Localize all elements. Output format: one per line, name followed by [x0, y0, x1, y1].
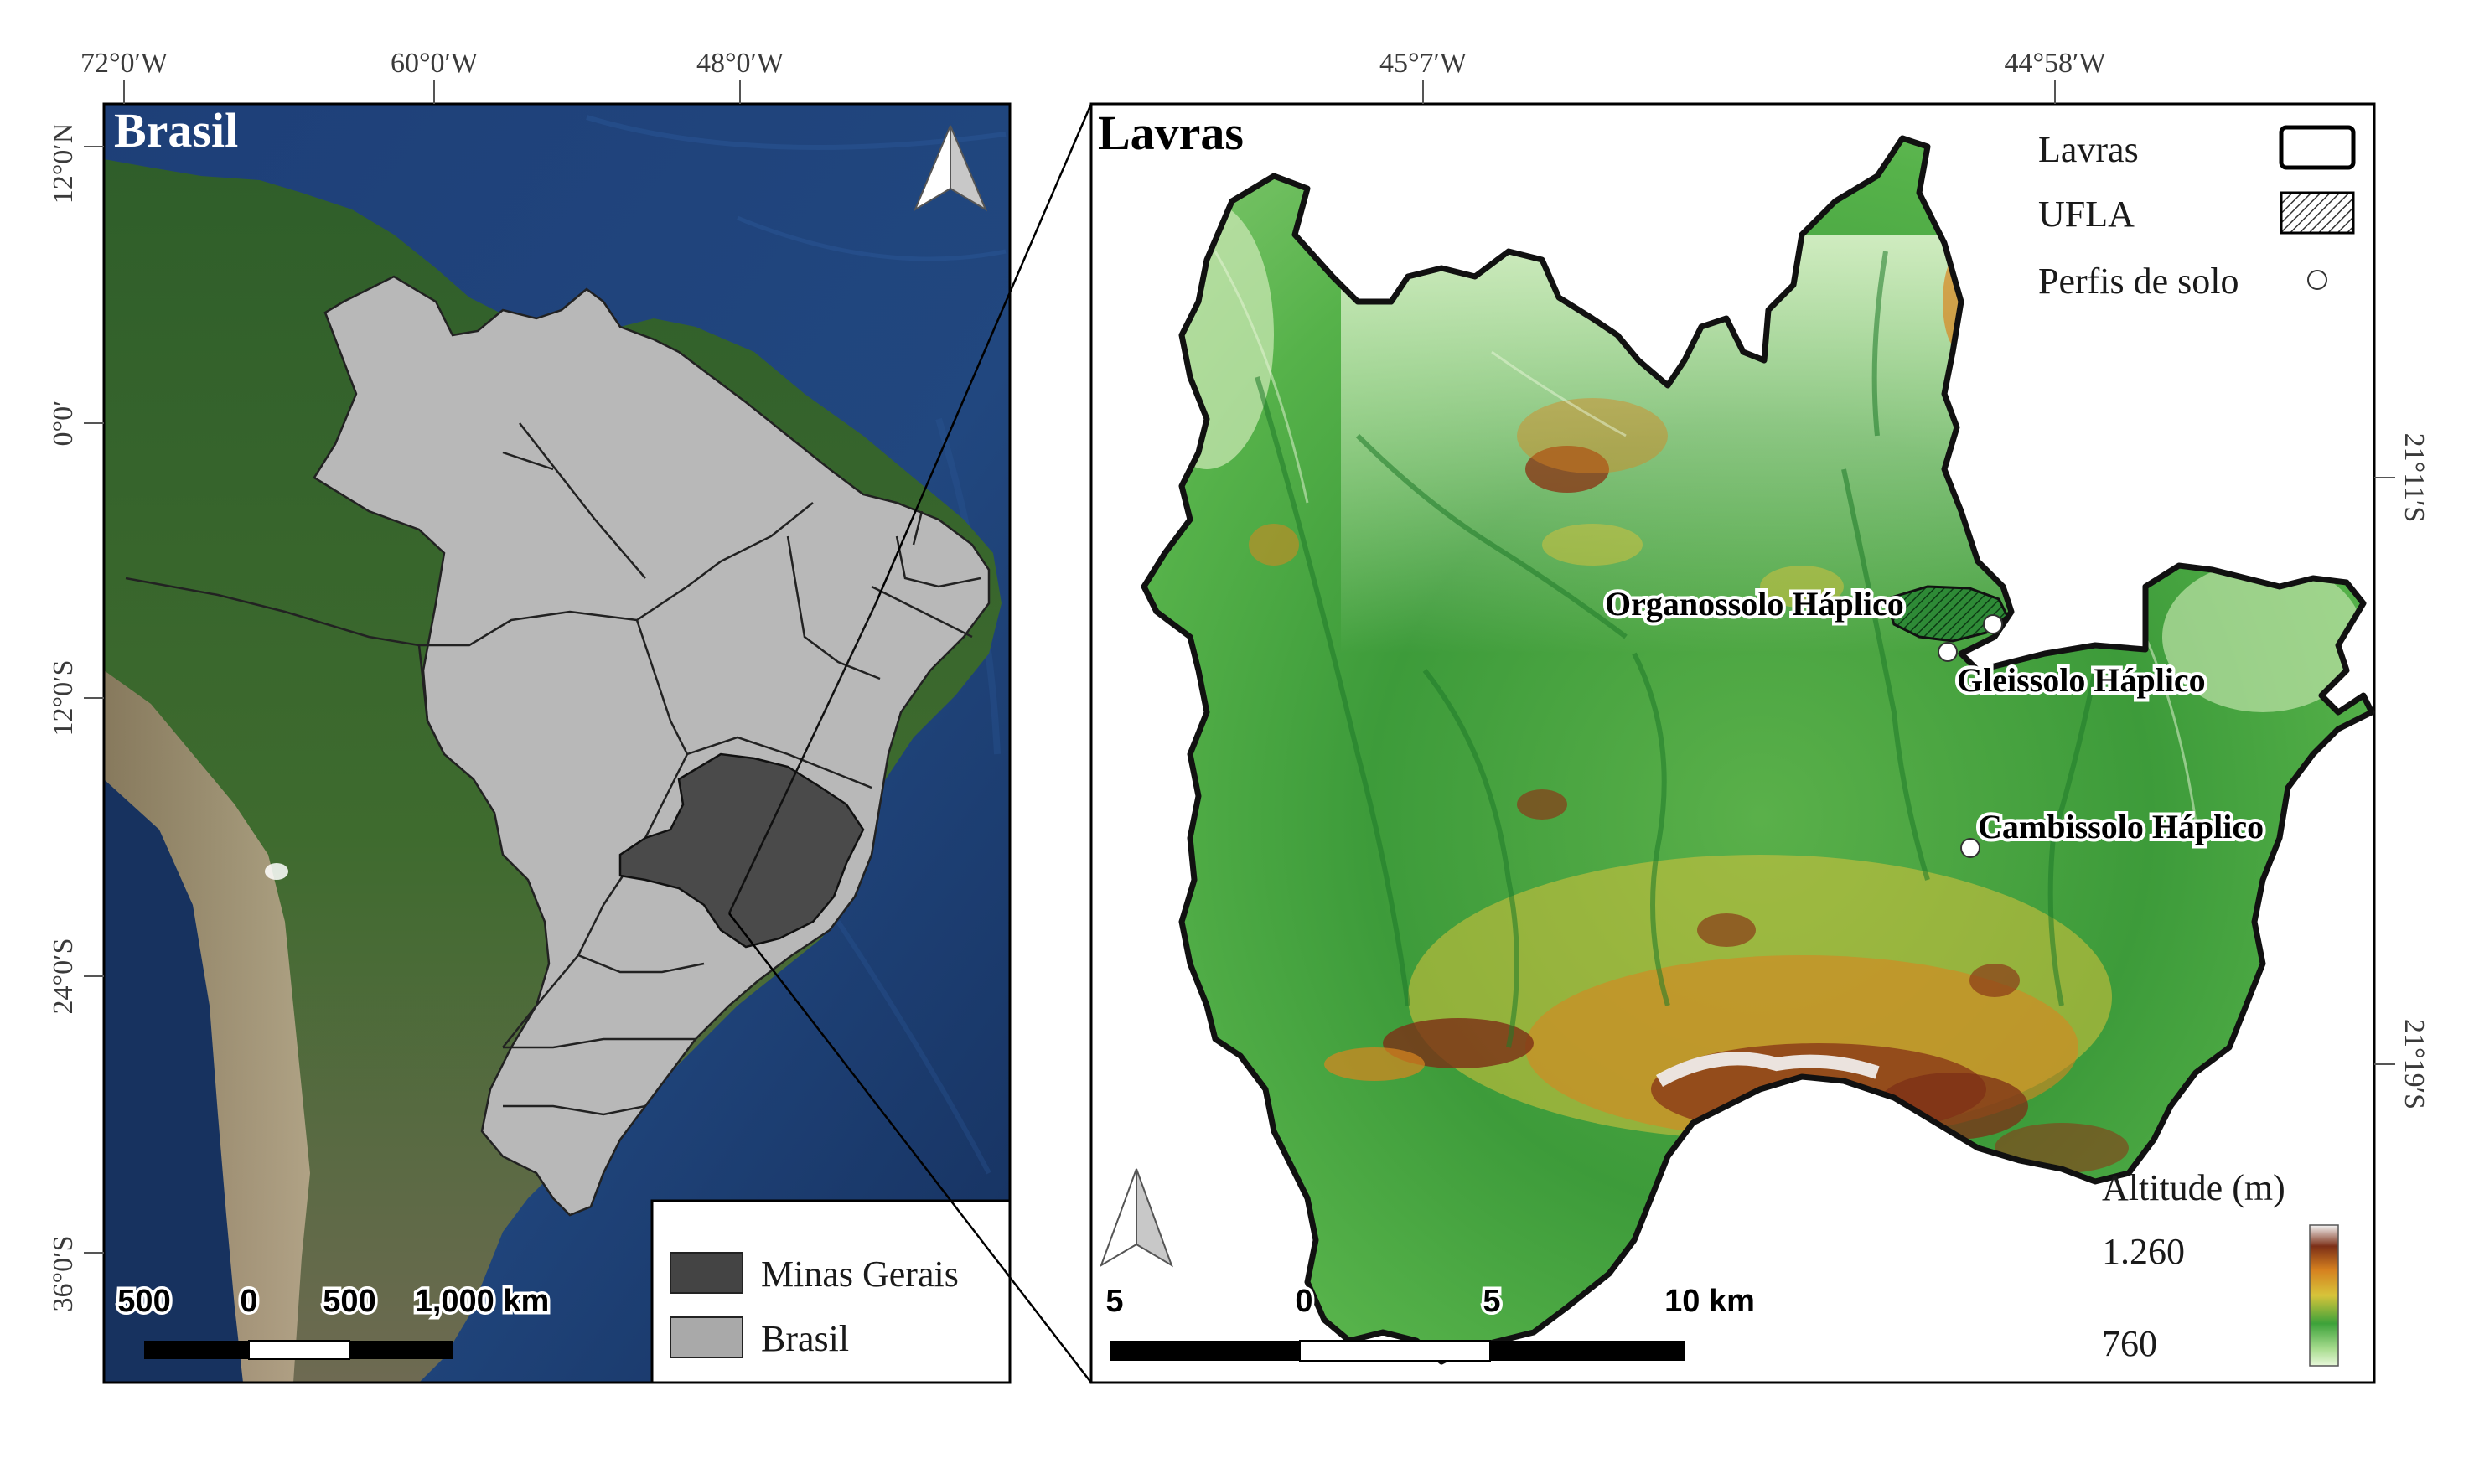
altitude-min-label: 760 [2102, 1323, 2157, 1364]
lavras-legend-swatch [2279, 125, 2356, 170]
left-side-tick: 24°0′S [48, 938, 79, 1015]
soil-profile-legend-icon [2307, 270, 2327, 290]
altitude-legend: Altitude (m) 1.260 760 [2102, 1167, 2339, 1367]
inset-connector-lines [728, 103, 1093, 1383]
left-top-tick: 72°0′W [80, 48, 168, 79]
scale-label: 10 km [1664, 1284, 1755, 1319]
left-top-tick: 48°0′W [696, 48, 784, 79]
right-top-tick: 45°7′W [1379, 48, 1467, 79]
legend-label: Brasil [761, 1318, 849, 1359]
legend-swatch [670, 1252, 743, 1294]
soil-profile-sites: Organossolo Háplico Gleissolo Háplico Ca… [1602, 582, 2267, 858]
left-panel-title: Brasil [114, 103, 238, 158]
left-side-tick: 12°0′N [48, 123, 79, 204]
soil-site-marker [1960, 838, 1980, 858]
ufla-legend-swatch [2280, 191, 2355, 235]
right-panel-title: Lavras [1098, 106, 1244, 160]
legend-swatch [670, 1316, 743, 1358]
minas-gerais-state [618, 752, 865, 949]
brazil-map-panel: Brasil 72°0′W 60°0′W 48°0′W 12°0′N 0°0′ … [48, 48, 1012, 1384]
altitude-title: Altitude (m) [2102, 1167, 2285, 1208]
left-side-tick: 12°0′S [48, 660, 79, 737]
altitude-max-label: 1.260 [2102, 1231, 2185, 1272]
soil-site-marker [1938, 642, 1958, 662]
right-scale-bar: 5 0 5 10 km [1103, 1281, 1757, 1362]
scale-label: 500 [323, 1284, 375, 1319]
left-top-tick: 60°0′W [391, 48, 479, 79]
brazil-states [125, 275, 991, 1217]
legend-label: Lavras [2038, 129, 2139, 170]
left-map-frame [102, 102, 1012, 1384]
soil-site-marker [1983, 614, 2003, 634]
legend-label: Minas Gerais [761, 1254, 959, 1295]
left-scale-bar: 500 0 500 1,000 km [115, 1281, 552, 1360]
brazil-outline [313, 275, 991, 1217]
site-label: Gleissolo Háplico [1957, 661, 2206, 699]
right-side-tick: 21°19′S [2399, 1019, 2430, 1109]
left-side-tick: 36°0′S [48, 1236, 79, 1312]
left-legend: Minas Gerais Brasil [650, 1199, 1012, 1384]
scale-label: 0 [1295, 1284, 1312, 1319]
scale-label: 5 [1483, 1284, 1500, 1319]
scale-label: 5 [1105, 1284, 1123, 1319]
altitude-color-ramp [2309, 1224, 2339, 1367]
north-arrow-icon [1100, 1168, 1173, 1268]
legend-label: UFLA [2038, 194, 2135, 235]
site-label: Organossolo Háplico [1605, 585, 1904, 623]
scale-label: 1,000 km [415, 1284, 550, 1319]
right-side-tick: 21°11′S [2399, 433, 2430, 523]
right-top-tick: 44°58′W [2004, 48, 2106, 79]
scale-label: 0 [240, 1284, 257, 1319]
right-legend: Lavras UFLA Perfis de solo [2038, 125, 2356, 302]
lavras-boundary [1141, 135, 2375, 1365]
site-label: Cambissolo Háplico [1978, 808, 2264, 845]
lavras-map-panel: Organossolo Háplico Gleissolo Háplico Ca… [1089, 48, 2430, 1384]
left-side-tick: 0°0′ [48, 400, 79, 446]
legend-label: Perfis de solo [2038, 261, 2239, 302]
north-arrow-icon [913, 125, 988, 212]
scale-label: 500 [117, 1284, 170, 1319]
